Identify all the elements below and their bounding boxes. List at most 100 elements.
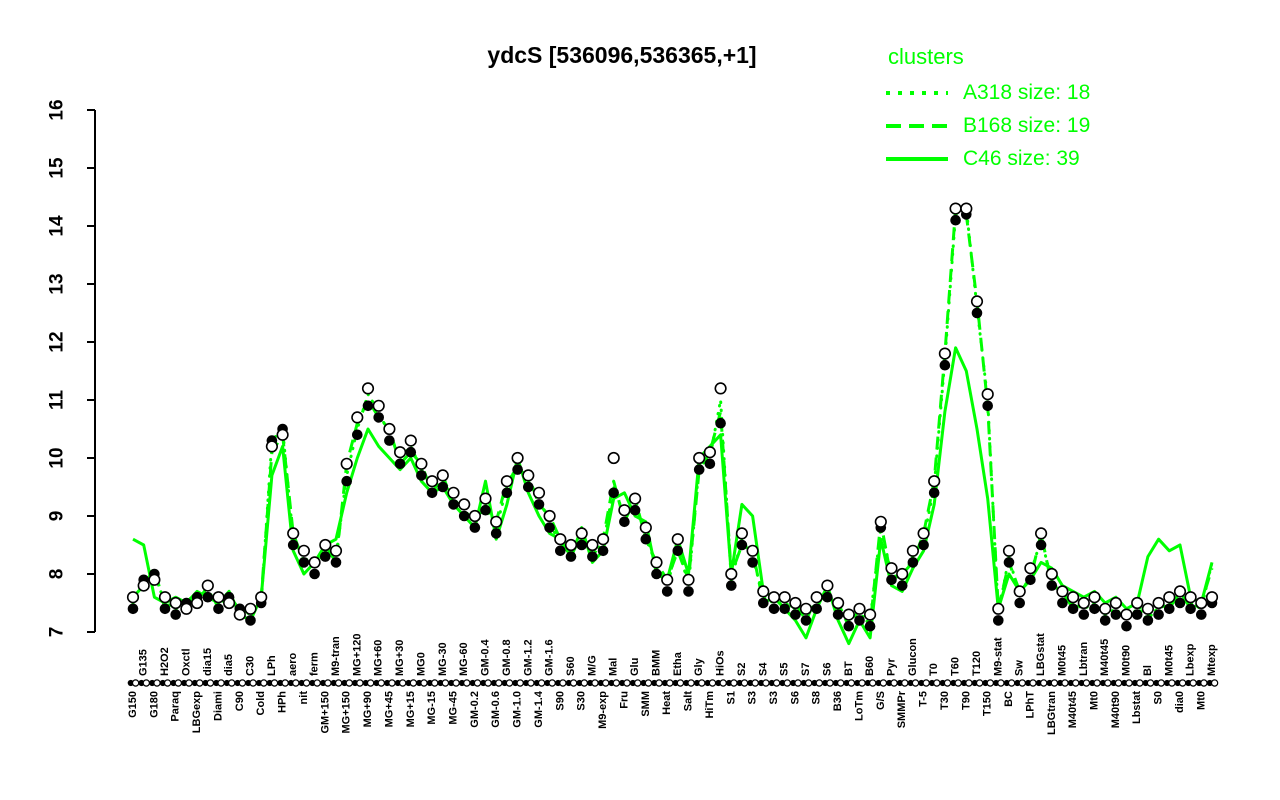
open-point [1099,602,1112,615]
x-tick-label: Gly [693,657,705,676]
x-tick-label: S3 [768,691,780,704]
x-tick-label: Lbstat [1131,691,1143,724]
filled-point [405,446,417,458]
filled-point [1046,580,1058,591]
open-point [853,602,866,615]
rug-point [1210,679,1219,687]
filled-point [800,615,812,626]
open-point [1205,591,1219,604]
x-tick-label: LPhT [1024,691,1036,719]
open-point [1120,608,1133,621]
filled-point [982,400,993,412]
open-point [148,573,161,586]
filled-point [726,580,737,591]
x-tick-label: Etha [672,651,684,676]
rug-point [1178,679,1187,687]
open-point [1002,544,1016,557]
filled-point [822,591,833,603]
open-point [223,596,236,610]
rug-point [537,679,546,687]
open-point [436,469,449,482]
x-tick-label: GM-0.2 [469,691,481,728]
x-tick-label: MG-45 [448,691,460,725]
x-tick-label: T30 [939,691,951,710]
filled-point [469,522,481,533]
filled-point [533,499,545,510]
rug-point [548,679,556,687]
x-tick-label: MG-15 [426,691,438,725]
open-point [404,434,417,447]
filled-point [1014,597,1025,609]
x-tick-label: MG+120 [351,634,363,677]
filled-point [320,551,331,562]
rug-point [1146,679,1155,687]
x-tick-label: MG+90 [362,691,374,727]
rug-point [997,679,1005,687]
filled-point [373,412,385,423]
x-tick-label: Mtexp [1206,644,1218,676]
x-tick-label: T0 [928,663,940,676]
x-tick-label: Diami [213,691,225,721]
rug-point [473,679,482,687]
legend-entry: C46 size: 39 [886,142,1090,175]
x-tick-label: S6 [789,691,801,704]
open-point [319,538,332,552]
filled-point [362,400,374,412]
filled-point [309,568,320,580]
x-tick-label: MG+45 [383,691,395,727]
x-tick-label: T90 [960,691,972,710]
rug-point [185,679,193,687]
filled-point [1057,597,1068,609]
open-point [896,567,909,581]
x-tick-label: HiOs [715,650,727,676]
open-point [522,469,535,482]
open-point [1152,596,1165,610]
rug-point [260,679,268,687]
rug-point [804,679,813,687]
rug-point [1200,679,1208,687]
x-tick-label: Glucon [907,638,919,676]
rug-point [698,679,706,687]
rug-point [324,679,332,687]
open-point [586,538,599,552]
rug-point [238,679,247,687]
open-points [126,202,1219,621]
filled-point [950,214,961,226]
rug-point [794,679,802,687]
x-tick-label: Mal [608,658,620,676]
x-tick-label: LBGtran [1046,691,1058,735]
legend-entry-label: C46 size: 39 [963,146,1080,170]
rug-point [1093,679,1101,687]
filled-point [1121,620,1132,632]
open-point [596,533,610,546]
rug-point [1039,679,1048,687]
x-tick-label: S60 [565,656,577,676]
open-point [735,527,749,540]
x-tick-label: T-5 [918,691,930,707]
rug-point [634,679,642,687]
open-point [137,579,150,592]
open-point [671,533,684,546]
rug-point [1114,679,1123,687]
filled-point [886,574,897,586]
rug-point [869,679,877,687]
x-tick-label: nit [298,691,310,705]
filled-point [416,470,427,481]
x-tick-label: S90 [554,691,566,711]
rug-point [217,679,225,687]
rug-point [334,679,343,687]
rug-point [837,679,845,687]
filled-point [341,475,353,487]
open-point [255,591,268,604]
rug-point [131,679,140,687]
x-tick-label: MG+30 [394,640,406,676]
filled-point [939,359,951,371]
open-point [746,544,759,557]
legend-entry: B168 size: 19 [886,109,1090,142]
open-point [233,608,246,621]
open-point [1077,596,1090,610]
open-point [180,602,193,615]
rug-point [1050,679,1059,687]
y-tick-label: 13 [47,273,68,294]
x-tick-label: Mt0 [1089,691,1101,710]
